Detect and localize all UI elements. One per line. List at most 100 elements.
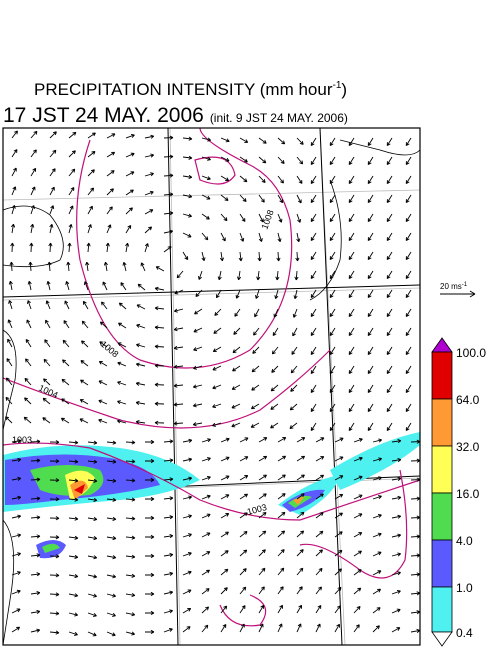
wind-arrow: [239, 213, 246, 222]
wind-arrow: [329, 384, 336, 394]
wind-arrow: [192, 384, 203, 389]
wind-arrow: [353, 605, 361, 614]
wind-arrow: [292, 327, 298, 337]
wind-arrow: [30, 609, 41, 614]
wind-arrow: [258, 549, 266, 557]
wind-arrow: [391, 457, 402, 463]
wind-arrow: [30, 477, 41, 482]
precip-cyan: [330, 432, 420, 490]
wind-arrow: [49, 630, 60, 635]
wind-arrow: [348, 346, 355, 356]
wind-arrow: [367, 403, 374, 413]
wind-arrow: [87, 555, 98, 560]
wind-arrow: [391, 439, 402, 444]
wind-arrow: [86, 242, 91, 253]
wind-arrow: [220, 437, 230, 443]
wind-arrow: [11, 571, 21, 576]
wind-arrow: [386, 194, 393, 204]
wind-arrow: [68, 440, 79, 445]
longitude-line: [319, 127, 343, 646]
wind-arrow: [87, 612, 97, 617]
wind-arrow: [30, 439, 41, 444]
wind-arrow: [405, 213, 412, 223]
wind-arrow: [348, 270, 355, 280]
wind-arrow: [348, 289, 355, 299]
wind-arrow: [310, 365, 317, 375]
wind-arrow: [239, 586, 247, 595]
latitude-line: [2, 284, 421, 298]
wind-arrow: [348, 251, 355, 261]
wind-arrow: [106, 206, 113, 215]
wind-arrow: [116, 419, 127, 424]
wind-arrow: [291, 346, 298, 355]
wind-arrow: [367, 346, 374, 356]
wind-arrow: [28, 261, 33, 272]
wind-arrow: [87, 536, 98, 541]
wind-arrow: [182, 551, 192, 557]
wind-arrow: [65, 281, 70, 291]
wind-arrow: [201, 494, 211, 500]
wind-arrow: [182, 194, 193, 199]
wind-arrow: [220, 156, 230, 162]
wind-arrow: [106, 516, 117, 521]
wind-arrow: [310, 308, 317, 318]
wind-arrow: [163, 534, 174, 539]
wind-arrow: [367, 270, 374, 280]
wind-arrow: [49, 611, 60, 616]
colorbar-bin: [431, 398, 453, 447]
wind-arrow: [5, 416, 13, 424]
wind-arrow: [144, 534, 155, 540]
scale-text: 20 ms: [440, 282, 462, 291]
wind-arrow: [315, 586, 322, 595]
wind-arrow: [61, 398, 70, 405]
coastline: [339, 139, 421, 156]
wind-arrow: [49, 149, 57, 158]
wind-arrow: [81, 320, 89, 329]
wind-arrow: [154, 286, 165, 291]
wind-arrow: [405, 251, 412, 261]
wind-arrow: [182, 570, 192, 576]
wind-arrow: [251, 365, 260, 373]
wind-arrow: [234, 308, 241, 317]
wind-arrow: [87, 187, 95, 196]
wind-arrow: [367, 365, 374, 375]
wind-arrow: [257, 251, 262, 262]
wind-arrow: [239, 605, 246, 614]
wind-arrow: [201, 175, 211, 181]
title-text: PRECIPITATION INTENSITY (mm hour: [34, 80, 333, 99]
wind-arrow: [296, 213, 302, 223]
wind-arrow: [43, 378, 51, 386]
wind-arrow: [6, 358, 13, 367]
wind-arrow: [182, 232, 192, 238]
wind-arrow: [277, 604, 283, 614]
wind-arrow: [296, 437, 306, 443]
wind-arrow: [277, 549, 285, 557]
wind-arrow: [174, 289, 184, 295]
wind-arrow: [30, 591, 41, 596]
wind-arrow: [87, 631, 97, 637]
wind-arrow: [182, 457, 193, 462]
wind-arrow: [182, 155, 193, 160]
wind-arrow: [348, 137, 355, 147]
wind-arrow: [30, 553, 41, 558]
wind-arrow: [315, 474, 325, 481]
wind-arrow: [391, 552, 402, 557]
wind-arrow: [173, 308, 184, 313]
wind-arrow: [220, 175, 230, 182]
wind-arrow: [405, 346, 412, 356]
wind-arrow: [290, 365, 298, 374]
wind-arrow: [289, 422, 298, 429]
wind-arrow: [106, 631, 116, 637]
wind-arrow: [11, 130, 18, 139]
wind-arrow: [49, 168, 56, 177]
wind-arrow: [367, 251, 374, 261]
wind-arrow: [49, 573, 60, 578]
wind-arrow: [25, 358, 32, 367]
wind-arrow: [258, 604, 265, 614]
wind-arrow: [173, 364, 184, 369]
wind-arrow: [334, 456, 344, 462]
wind-arrow: [235, 289, 241, 299]
wind-arrow: [258, 194, 265, 203]
map-area: 1008 1008 1004 1003 1003: [2, 127, 421, 646]
